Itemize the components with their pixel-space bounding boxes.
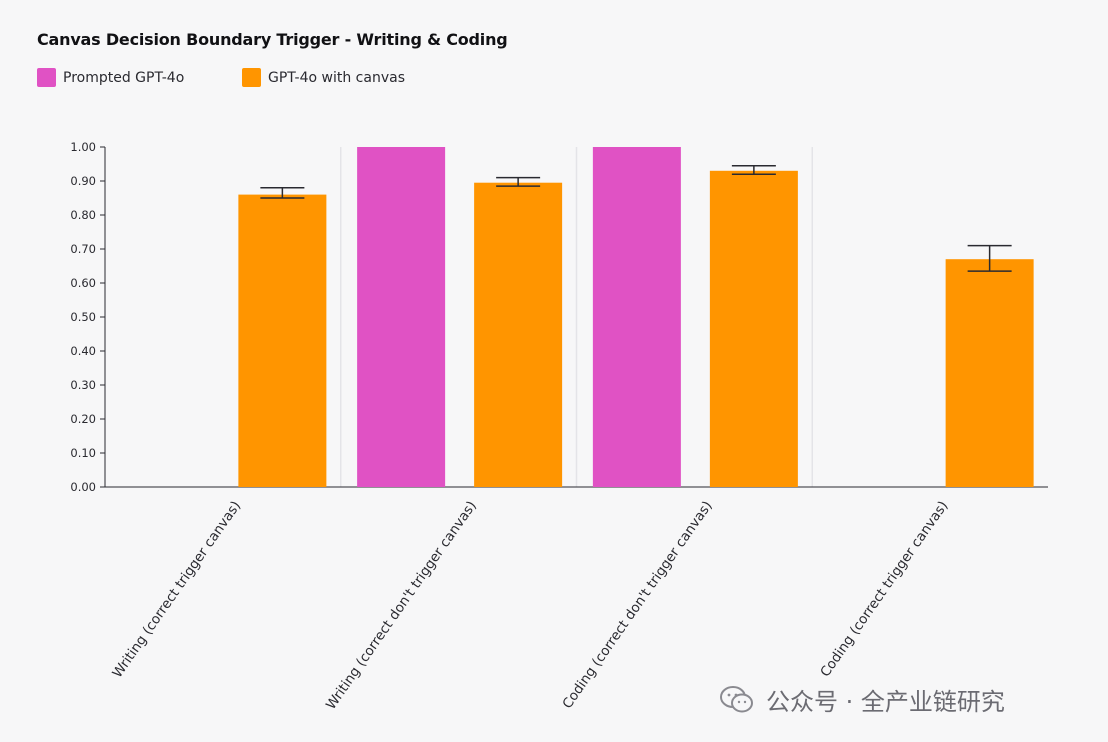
bar-gpt4o-canvas <box>709 170 798 488</box>
bar-gpt4o-canvas <box>474 182 563 487</box>
watermark-text: 公众号 · 全产业链研究 <box>766 688 1005 716</box>
x-tick-label: Coding (correct trigger canvas) <box>817 498 951 680</box>
x-tick-label: Writing (correct trigger canvas) <box>109 498 244 681</box>
legend-swatch-prompted-gpt4o <box>37 68 56 87</box>
y-tick-label: 0.00 <box>70 480 96 494</box>
bar-gpt4o-canvas <box>945 259 1034 487</box>
legend-label-gpt4o-canvas: GPT-4o with canvas <box>268 69 405 86</box>
x-tick-label: Coding (correct don't trigger canvas) <box>559 498 715 712</box>
wechat-icon <box>720 685 754 714</box>
bar-prompted-gpt4o <box>592 147 681 487</box>
chart-title: Canvas Decision Boundary Trigger - Writi… <box>37 30 508 49</box>
y-tick-label: 0.80 <box>70 208 96 222</box>
y-tick-label: 0.50 <box>70 310 96 324</box>
bar-gpt4o-canvas <box>238 194 327 487</box>
y-tick-label: 0.70 <box>70 242 96 256</box>
y-tick-label: 0.90 <box>70 174 96 188</box>
y-tick-label: 0.10 <box>70 446 96 460</box>
x-tick-label: Writing (correct don't trigger canvas) <box>323 498 480 713</box>
watermark: 公众号 · 全产业链研究 <box>720 682 1005 717</box>
y-tick-label: 0.30 <box>70 378 96 392</box>
y-tick-label: 0.40 <box>70 344 96 358</box>
y-tick-label: 1.00 <box>70 140 96 154</box>
legend-item-prompted-gpt4o: Prompted GPT-4o <box>37 68 184 87</box>
y-tick-label: 0.20 <box>70 412 96 426</box>
y-tick-label: 0.60 <box>70 276 96 290</box>
bar-prompted-gpt4o <box>357 147 446 487</box>
legend-item-gpt4o-canvas: GPT-4o with canvas <box>242 68 405 87</box>
legend-label-prompted-gpt4o: Prompted GPT-4o <box>63 69 185 86</box>
legend-swatch-gpt4o-canvas <box>242 68 261 87</box>
